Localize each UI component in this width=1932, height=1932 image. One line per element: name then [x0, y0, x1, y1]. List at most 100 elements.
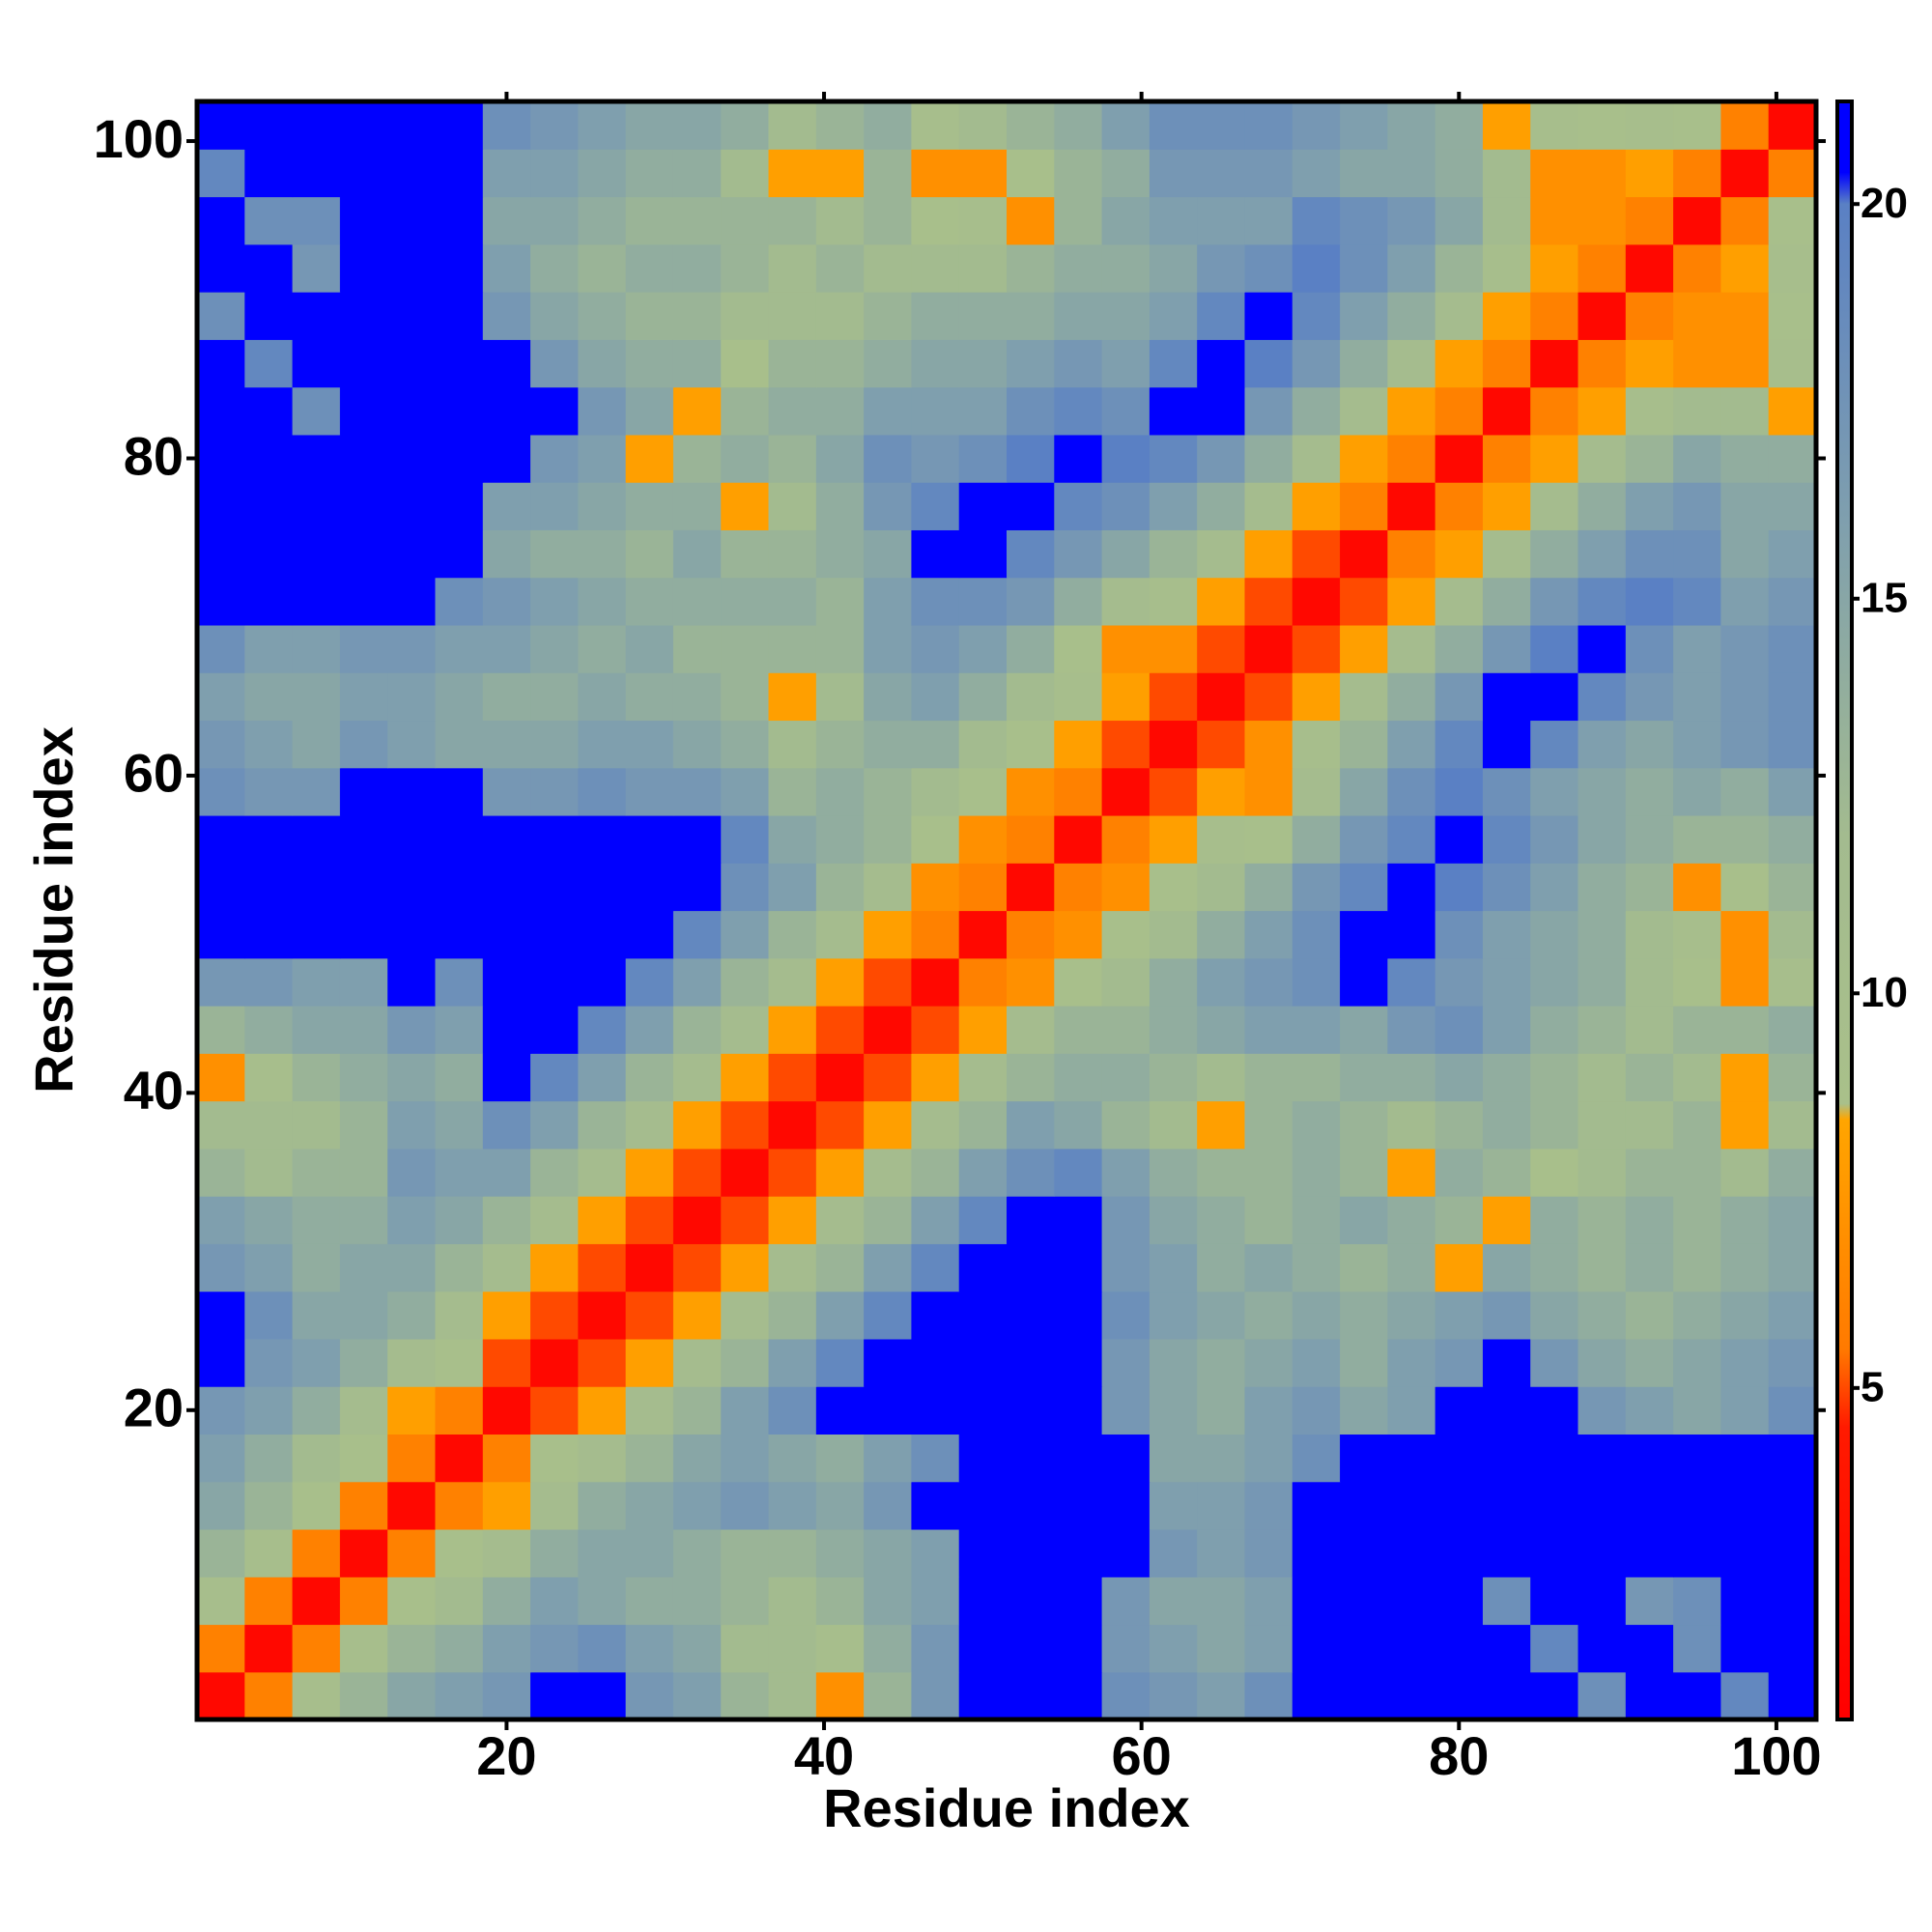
heatmap-cell	[1768, 1386, 1817, 1435]
heatmap-cell	[1340, 1243, 1388, 1293]
heatmap-cell	[1720, 1053, 1770, 1102]
heatmap-cell	[244, 1528, 294, 1577]
heatmap-cell	[1149, 1148, 1198, 1197]
heatmap-cell	[864, 1053, 913, 1102]
heatmap-cell	[1673, 957, 1722, 1007]
heatmap-cell	[815, 1624, 865, 1673]
heatmap-cell	[292, 434, 341, 483]
heatmap-cell	[292, 339, 341, 388]
x-tick-label: 20	[476, 1725, 536, 1786]
heatmap-cell	[244, 482, 294, 530]
heatmap-cell	[958, 863, 1008, 912]
heatmap-cell	[1387, 1006, 1436, 1054]
heatmap-cell	[1530, 196, 1579, 245]
heatmap-cell	[292, 863, 341, 912]
heatmap-cell	[292, 1671, 341, 1720]
heatmap-cell	[1482, 149, 1531, 198]
heatmap-cell	[1054, 577, 1103, 626]
heatmap-cell	[292, 482, 341, 530]
heatmap-cell	[958, 482, 1008, 530]
heatmap-cell	[911, 767, 960, 816]
heatmap-cell	[721, 1148, 770, 1197]
heatmap-cell	[1007, 1624, 1055, 1673]
y-tick-label: 100	[94, 108, 184, 169]
heatmap-cell	[1720, 1528, 1770, 1577]
heatmap-cell	[1435, 577, 1484, 626]
heatmap-cell	[1625, 1481, 1674, 1530]
heatmap-cell	[1007, 292, 1055, 340]
heatmap-cell	[1197, 1196, 1246, 1244]
heatmap-cell	[1673, 910, 1722, 959]
heatmap-cell	[625, 814, 674, 864]
heatmap-cell	[1244, 1671, 1293, 1720]
heatmap-cell	[1768, 1528, 1817, 1577]
heatmap-cell	[435, 339, 484, 388]
heatmap-cell	[1673, 720, 1722, 769]
heatmap-cell	[1435, 910, 1484, 959]
heatmap-cell	[625, 1577, 674, 1626]
heatmap-cell	[482, 1100, 531, 1150]
heatmap-cell	[1340, 1053, 1388, 1102]
heatmap-cell	[578, 863, 627, 912]
heatmap-cell	[768, 814, 817, 864]
heatmap-cell	[197, 767, 245, 816]
heatmap-cell	[1292, 1006, 1341, 1054]
heatmap-cell	[625, 1338, 674, 1387]
heatmap-cell	[672, 1434, 722, 1483]
heatmap-cell	[1435, 1481, 1484, 1530]
heatmap-cell	[958, 101, 1008, 150]
heatmap-cell	[815, 1196, 865, 1244]
heatmap-cell	[864, 149, 913, 198]
heatmap-cell	[1673, 1481, 1722, 1530]
heatmap-cell	[1387, 196, 1436, 245]
heatmap-cell	[1720, 957, 1770, 1007]
heatmap-cell	[530, 1291, 579, 1340]
heatmap-cell	[1625, 957, 1674, 1007]
heatmap-cell	[625, 767, 674, 816]
heatmap-cell	[1340, 1291, 1388, 1340]
heatmap-cell	[625, 910, 674, 959]
heatmap-cell	[1577, 577, 1627, 626]
heatmap-cell	[1292, 1053, 1341, 1102]
heatmap-cell	[578, 1624, 627, 1673]
heatmap-cell	[1768, 1481, 1817, 1530]
heatmap-cell	[1054, 1671, 1103, 1720]
heatmap-cell	[292, 672, 341, 722]
heatmap-cell	[1673, 1100, 1722, 1150]
heatmap-cell	[1340, 386, 1388, 436]
heatmap-cell	[1768, 292, 1817, 340]
heatmap-cell	[1768, 1434, 1817, 1483]
heatmap-cell	[1340, 957, 1388, 1007]
heatmap-cell	[339, 1434, 388, 1483]
heatmap-cell	[1673, 1624, 1722, 1673]
heatmap-cell	[1720, 101, 1770, 150]
heatmap-cell	[1720, 910, 1770, 959]
heatmap-cell	[1149, 1434, 1198, 1483]
heatmap-cell	[625, 1006, 674, 1054]
heatmap-cell	[530, 149, 579, 198]
heatmap-cell	[435, 1338, 484, 1387]
heatmap-cell	[672, 1196, 722, 1244]
heatmap-cell	[625, 672, 674, 722]
heatmap-cell	[197, 1528, 245, 1577]
heatmap-cell	[1673, 243, 1722, 293]
heatmap-cell	[768, 149, 817, 198]
heatmap-cell	[672, 720, 722, 769]
heatmap-cell	[244, 624, 294, 673]
heatmap-cell	[672, 1053, 722, 1102]
heatmap-cell	[435, 1434, 484, 1483]
heatmap-cell	[1197, 910, 1246, 959]
heatmap-cell	[1292, 386, 1341, 436]
heatmap-cell	[530, 243, 579, 293]
heatmap-cell	[482, 1006, 531, 1054]
heatmap-cell	[721, 434, 770, 483]
heatmap-cell	[1530, 243, 1579, 293]
heatmap-cell	[482, 863, 531, 912]
heatmap-cell	[1149, 1196, 1198, 1244]
heatmap-cell	[1197, 863, 1246, 912]
heatmap-cell	[958, 529, 1008, 579]
heatmap-cell	[578, 624, 627, 673]
heatmap-cell	[1577, 863, 1627, 912]
heatmap-cell	[1197, 529, 1246, 579]
